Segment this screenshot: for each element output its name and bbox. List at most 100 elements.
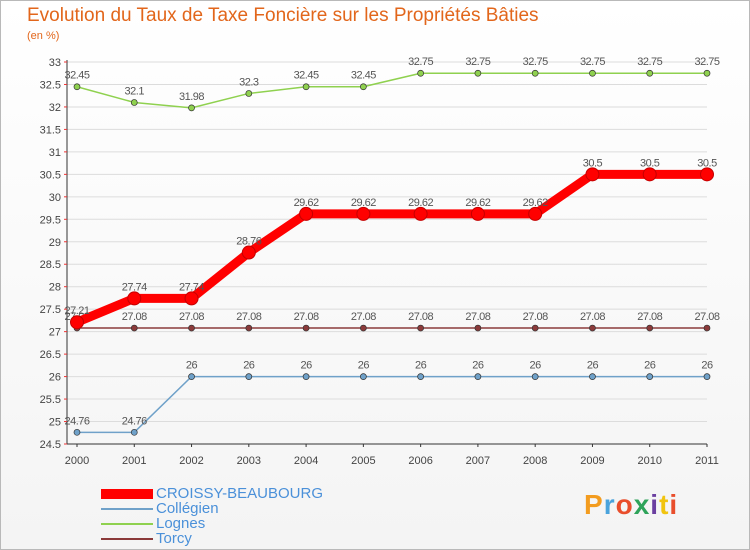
data-label-coll-gien: 26 <box>587 360 599 372</box>
data-point-lognes <box>417 69 424 77</box>
data-point-croissy-beaubourg <box>184 291 199 306</box>
data-label-lognes: 32.75 <box>465 56 490 68</box>
data-label-coll-gien: 26 <box>644 360 656 372</box>
legend-label-lognes: Lognes <box>156 515 206 532</box>
data-point-coll-gien <box>646 373 654 380</box>
data-point-lognes <box>188 104 195 112</box>
data-point-torcy <box>646 324 654 332</box>
x-tick-label: 2001 <box>122 455 146 467</box>
legend: CROISSY-BEAUBOURG Collégien Lognes Torcy <box>101 486 323 546</box>
data-label-croissy-beaubourg: 29.62 <box>408 197 433 209</box>
data-point-torcy <box>130 324 138 332</box>
y-tick-label: 32.5 <box>40 79 61 91</box>
data-label-torcy: 27.08 <box>694 311 719 323</box>
y-tick-label: 28 <box>49 282 61 294</box>
y-tick-label: 30.5 <box>40 169 61 181</box>
data-point-lognes <box>360 83 367 91</box>
data-point-lognes <box>73 83 81 91</box>
data-label-torcy: 27.08 <box>637 311 662 323</box>
data-label-croissy-beaubourg: 28.76 <box>236 236 261 248</box>
data-point-croissy-beaubourg <box>642 167 657 182</box>
y-tick-label: 25.5 <box>40 394 61 406</box>
data-label-coll-gien: 26 <box>472 360 484 372</box>
data-label-torcy: 27.08 <box>294 311 319 323</box>
data-point-croissy-beaubourg <box>127 291 142 306</box>
legend-item-collegien[interactable]: Collégien <box>101 501 323 516</box>
data-label-croissy-beaubourg: 29.62 <box>351 197 376 209</box>
data-point-lognes <box>531 69 539 77</box>
x-tick-label: 2000 <box>65 455 89 467</box>
data-point-coll-gien <box>188 373 195 380</box>
data-point-croissy-beaubourg <box>299 206 314 221</box>
data-label-coll-gien: 24.76 <box>122 415 147 427</box>
x-tick-label: 2009 <box>580 455 604 467</box>
x-tick-label: 2007 <box>466 455 490 467</box>
proxiti-logo: Proxiti <box>584 489 678 521</box>
x-tick-label: 2002 <box>179 455 203 467</box>
data-label-croissy-beaubourg: 27.74 <box>179 281 204 293</box>
y-tick-label: 26.5 <box>40 349 61 361</box>
data-label-torcy: 27.08 <box>523 311 548 323</box>
data-label-lognes: 32.45 <box>64 70 89 82</box>
logo-letter: r <box>603 489 616 520</box>
x-tick-label: 2011 <box>695 455 719 467</box>
data-point-torcy <box>589 324 596 332</box>
x-tick-label: 2003 <box>237 455 261 467</box>
logo-letter: t <box>659 489 670 520</box>
data-label-croissy-beaubourg: 29.62 <box>465 197 490 209</box>
x-tick-label: 2008 <box>523 455 547 467</box>
legend-label-croissy: CROISSY-BEAUBOURG <box>156 485 323 502</box>
y-tick-label: 26 <box>49 372 61 384</box>
data-point-lognes <box>703 69 711 77</box>
data-point-torcy <box>302 324 310 332</box>
data-point-coll-gien <box>302 373 310 380</box>
legend-swatch-lognes <box>101 522 153 525</box>
data-label-coll-gien: 26 <box>300 360 312 372</box>
y-tick-label: 32 <box>49 102 61 114</box>
data-label-lognes: 32.75 <box>408 56 433 68</box>
data-point-coll-gien <box>360 373 367 380</box>
y-tick-label: 31.5 <box>40 124 61 136</box>
data-label-croissy-beaubourg: 29.62 <box>523 197 548 209</box>
data-label-croissy-beaubourg: 30.5 <box>697 157 717 169</box>
logo-letter: i <box>669 489 679 520</box>
y-tick-label: 31 <box>49 147 61 159</box>
legend-item-torcy[interactable]: Torcy <box>101 531 323 546</box>
data-label-croissy-beaubourg: 29.62 <box>294 197 319 209</box>
data-label-torcy: 27.08 <box>236 311 261 323</box>
data-label-torcy: 27.08 <box>580 311 605 323</box>
data-point-coll-gien <box>417 373 424 380</box>
data-point-coll-gien <box>73 428 81 436</box>
data-label-torcy: 27.08 <box>179 311 204 323</box>
data-label-lognes: 32.75 <box>694 56 719 68</box>
data-point-coll-gien <box>531 373 539 380</box>
data-point-croissy-beaubourg <box>356 206 371 221</box>
data-point-coll-gien <box>703 373 711 380</box>
data-label-torcy: 27.08 <box>122 311 147 323</box>
legend-swatch-torcy <box>101 537 153 540</box>
data-label-croissy-beaubourg: 27.21 <box>64 305 89 317</box>
logo-letter: o <box>615 489 634 520</box>
legend-label-torcy: Torcy <box>156 530 192 547</box>
data-label-coll-gien: 26 <box>243 360 255 372</box>
legend-item-croissy[interactable]: CROISSY-BEAUBOURG <box>101 486 323 501</box>
data-point-torcy <box>417 324 424 332</box>
data-point-coll-gien <box>474 373 482 380</box>
y-tick-label: 30 <box>49 192 61 204</box>
data-label-lognes: 32.75 <box>580 56 605 68</box>
legend-label-collegien: Collégien <box>156 500 219 517</box>
legend-swatch-croissy <box>101 488 153 499</box>
data-label-coll-gien: 26 <box>358 360 370 372</box>
data-label-lognes: 32.75 <box>637 56 662 68</box>
y-tick-label: 27.5 <box>40 304 61 316</box>
data-point-torcy <box>703 324 711 332</box>
data-label-coll-gien: 26 <box>186 360 198 372</box>
unit-label: (en %) <box>27 30 60 42</box>
data-point-coll-gien <box>589 373 596 380</box>
data-point-croissy-beaubourg <box>241 245 256 260</box>
data-label-croissy-beaubourg: 30.5 <box>640 157 660 169</box>
data-point-coll-gien <box>130 428 138 436</box>
legend-item-lognes[interactable]: Lognes <box>101 516 323 531</box>
